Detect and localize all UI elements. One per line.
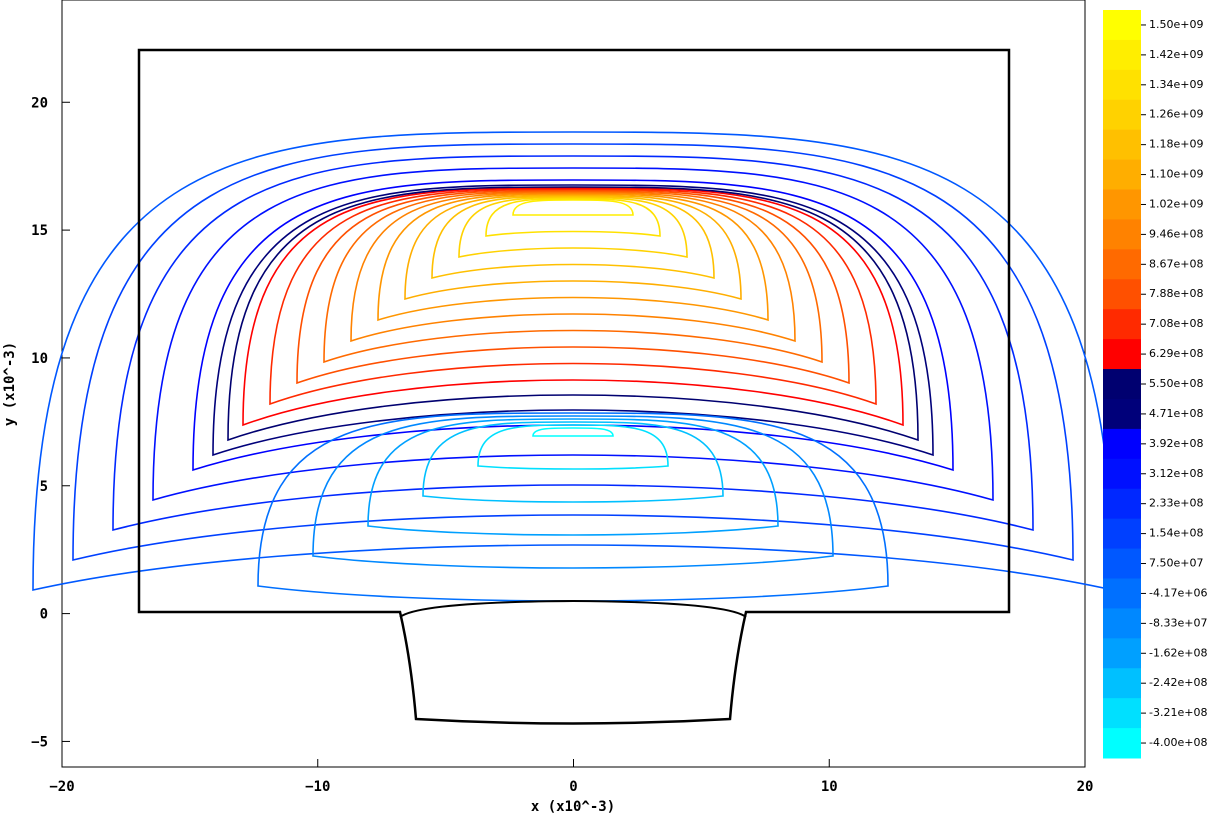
contour-line (477, 424, 669, 470)
contour-line (72, 143, 1074, 562)
colorbar-label: 1.50e+09 (1149, 18, 1203, 31)
colorbar-label: 1.54e+08 (1149, 527, 1203, 540)
colorbar-swatch (1103, 698, 1141, 729)
colorbar-label: 1.02e+09 (1149, 197, 1203, 210)
colorbar-label: -1.62e+08 (1149, 646, 1207, 659)
colorbar-label: 9.46e+08 (1149, 227, 1203, 240)
colorbar-swatch (1103, 10, 1141, 41)
colorbar-swatch (1103, 369, 1141, 400)
colorbar-swatch (1103, 518, 1141, 550)
domain-outline (137, 48, 1011, 725)
colorbar-swatch (1103, 638, 1141, 669)
contour-line (296, 189, 850, 385)
colorbar-swatch (1103, 39, 1141, 71)
contour-line (192, 179, 954, 472)
contour-line (227, 186, 919, 442)
contour-line (532, 427, 614, 437)
colorbar-label: -4.00e+08 (1149, 736, 1207, 749)
colorbar-label: 6.29e+08 (1149, 347, 1203, 360)
y-tick-label: 10 (31, 351, 48, 367)
colorbar-label: 4.71e+08 (1149, 407, 1203, 420)
colorbar-swatch (1103, 668, 1141, 699)
colorbar-label: 1.42e+09 (1149, 48, 1203, 61)
y-tick-label: −5 (31, 734, 48, 750)
colorbar-label: 8.67e+08 (1149, 257, 1203, 270)
contour-line (212, 184, 934, 457)
contour-line (350, 191, 796, 343)
colorbar-swatch (1103, 219, 1141, 250)
y-tick-label: 0 (40, 607, 48, 623)
contour-line (422, 421, 724, 503)
colorbar-label: 3.12e+08 (1149, 467, 1203, 480)
contour-line (269, 188, 877, 406)
colorbar-label: -4.17e+06 (1149, 586, 1207, 599)
contour-line (323, 190, 823, 364)
colorbar-label: 7.88e+08 (1149, 287, 1203, 300)
colorbar-swatch (1103, 159, 1141, 191)
colorbar-swatch (1103, 488, 1141, 520)
colorbar-label: 7.08e+08 (1149, 317, 1203, 330)
contour-line (458, 196, 688, 258)
colorbar-label: -2.42e+08 (1149, 676, 1207, 689)
y-tick-label: 15 (31, 223, 48, 239)
colorbar-label: 1.18e+09 (1149, 138, 1203, 151)
contour-line (367, 418, 779, 536)
colorbar-swatch (1103, 249, 1141, 280)
colorbar-label: -3.21e+08 (1149, 706, 1207, 719)
y-tick-label: 20 (31, 95, 48, 111)
colorbar-swatch (1103, 309, 1141, 340)
x-tick-label: 10 (821, 779, 838, 795)
contour-line (152, 167, 994, 502)
colorbar-label: 1.10e+09 (1149, 168, 1203, 181)
colorbar-label: 3.92e+08 (1149, 437, 1203, 450)
colorbar-label: 7.50e+07 (1149, 557, 1203, 570)
contour-line (32, 131, 1114, 591)
contour-line (431, 195, 715, 280)
contour-line (242, 187, 904, 427)
colorbar-swatch (1103, 99, 1141, 131)
colorbar-swatch (1103, 608, 1141, 639)
contour-line (112, 155, 1034, 532)
colorbar-swatch (1103, 578, 1141, 609)
y-tick-label: 5 (40, 479, 48, 495)
colorbar-swatch (1103, 728, 1141, 759)
plot-frame (61, 0, 1086, 768)
colorbar-swatch (1103, 129, 1141, 161)
contour-line (257, 412, 889, 602)
colorbar-label: 5.50e+08 (1149, 377, 1203, 390)
colorbar-swatch (1103, 458, 1141, 490)
contour-line (312, 415, 834, 569)
contour-line (404, 194, 742, 301)
contour-line (512, 199, 634, 216)
colorbar-swatch (1103, 69, 1141, 101)
colorbar-swatch (1103, 398, 1141, 430)
colorbar-swatch (1103, 339, 1141, 370)
colorbar-label: 1.26e+09 (1149, 108, 1203, 121)
x-tick-label: −20 (49, 779, 74, 795)
x-axis-label: x (x10^-3) (531, 799, 615, 815)
x-tick-label: 20 (1077, 779, 1094, 795)
colorbar-label: 2.33e+08 (1149, 497, 1203, 510)
y-axis-label: y (x10^-3) (2, 342, 18, 426)
contours (32, 131, 1114, 602)
colorbar-swatch (1103, 428, 1141, 460)
colorbar-label: -8.33e+07 (1149, 616, 1207, 629)
colorbar-swatch (1103, 548, 1141, 579)
contour-line (377, 193, 769, 322)
plug-boundary (399, 599, 747, 618)
colorbar-swatch (1103, 189, 1141, 220)
colorbar-swatch (1103, 279, 1141, 310)
x-tick-label: 0 (569, 779, 577, 795)
x-tick-label: −10 (305, 779, 330, 795)
contour-line (485, 198, 661, 237)
colorbar-label: 1.34e+09 (1149, 78, 1203, 91)
